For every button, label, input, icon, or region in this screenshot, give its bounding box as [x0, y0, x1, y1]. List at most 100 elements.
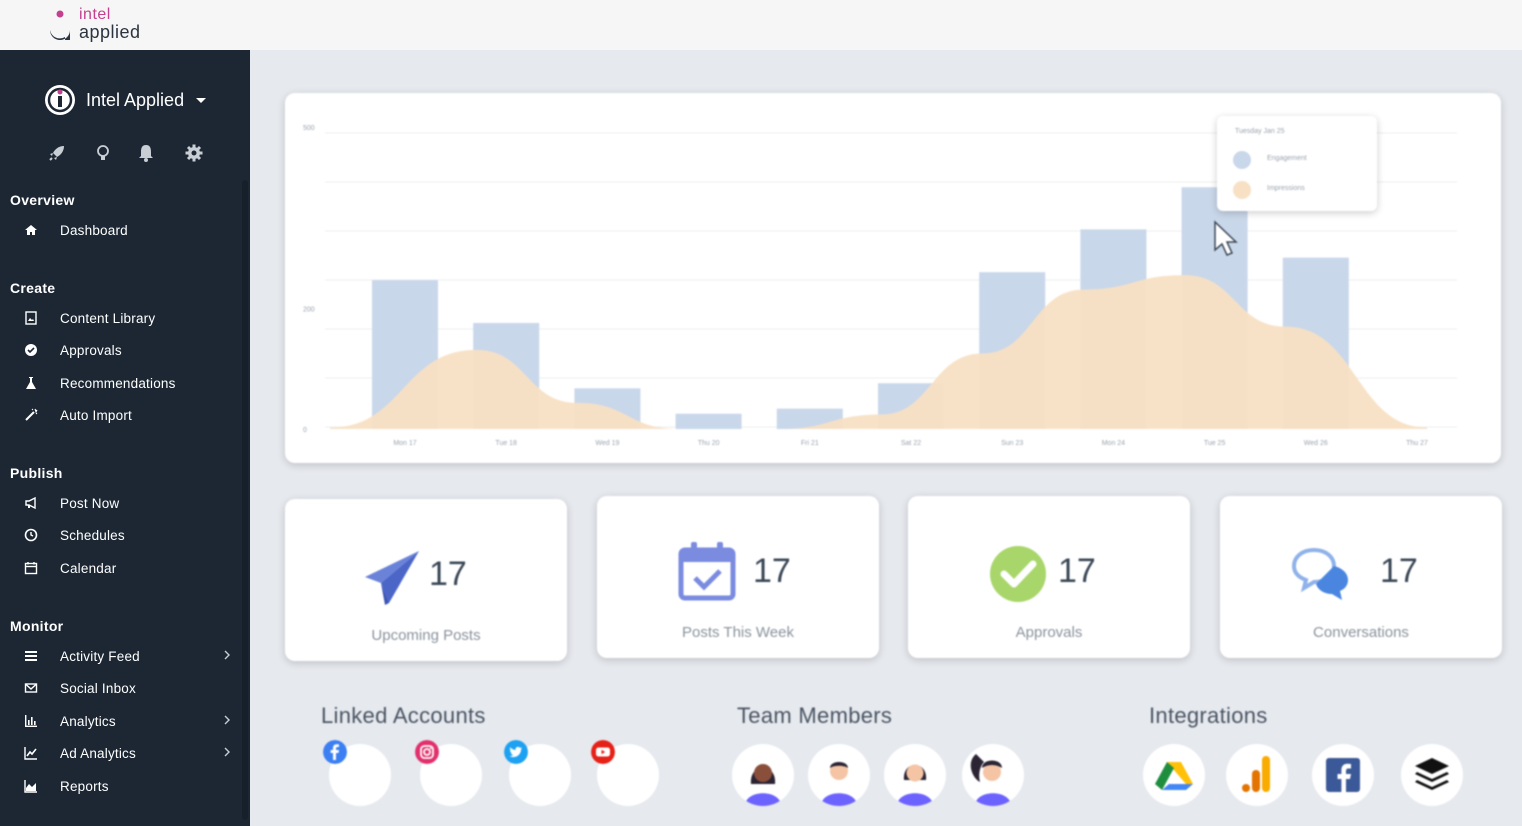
bar-engagement	[675, 413, 742, 429]
google-drive-icon	[1155, 762, 1193, 790]
x-tick-label: Thu 27	[1406, 440, 1428, 447]
x-tick-label: Sun 23	[1001, 440, 1023, 447]
sidebar-item-label: Activity Feed	[60, 649, 140, 664]
avatar-woman-ponytail-icon	[970, 754, 1011, 806]
avatar-woman-icon	[897, 764, 933, 806]
sidebar-item-reports[interactable]: Reports	[0, 773, 242, 799]
sidebar-item-label: Approvals	[60, 343, 122, 358]
sidebar-item-label: Recommendations	[60, 376, 176, 391]
x-tick-label: Wed 26	[1304, 440, 1328, 447]
impressions-legend-dot	[1233, 181, 1251, 199]
integration-google-analytics[interactable]	[1226, 744, 1288, 806]
stat-card-conversations[interactable]: 17 Conversations	[1220, 496, 1502, 658]
stat-label: Posts This Week	[682, 624, 794, 641]
sidebar-item-auto-import[interactable]: Auto Import	[0, 402, 242, 428]
sidebar-item-label: Schedules	[60, 528, 125, 543]
stat-label: Upcoming Posts	[371, 627, 481, 644]
logo-word-applied: applied	[79, 22, 141, 42]
instagram-icon	[415, 740, 439, 764]
sidebar-item-social-inbox[interactable]: Social Inbox	[0, 675, 242, 701]
integrations-heading: Integrations	[1149, 703, 1268, 728]
facebook-icon	[323, 740, 347, 764]
sidebar: Intel Applied Overview Dashboard	[0, 50, 250, 826]
sidebar-item-dashboard[interactable]: Dashboard	[0, 217, 242, 243]
tooltip-label-engagement: Engagement	[1267, 155, 1307, 162]
team-member-avatar[interactable]	[962, 744, 1024, 806]
bell-icon[interactable]	[136, 143, 156, 163]
y-tick-label: 0	[303, 427, 307, 434]
section-title-publish: Publish	[10, 465, 63, 481]
sidebar-item-analytics[interactable]: Analytics	[0, 708, 242, 734]
home-icon	[25, 225, 37, 235]
bar-chart-icon	[25, 715, 37, 727]
envelope-icon	[24, 683, 38, 693]
x-tick-label: Mon 17	[393, 440, 416, 447]
sidebar-item-calendar[interactable]: Calendar	[0, 555, 242, 581]
app-logo[interactable]: intel applied	[46, 6, 156, 46]
sidebar-item-label: Content Library	[60, 311, 156, 326]
sidebar-item-content-library[interactable]: Content Library	[0, 305, 242, 331]
team-member-avatar[interactable]	[732, 744, 794, 806]
line-chart-icon	[24, 747, 37, 760]
magic-wand-icon	[25, 408, 38, 421]
sidebar-item-label: Auto Import	[60, 408, 132, 423]
buffer-icon	[1415, 758, 1449, 790]
section-title-create: Create	[10, 280, 56, 296]
lightbulb-icon[interactable]	[93, 143, 113, 163]
x-tick-label: Tue 18	[495, 440, 517, 447]
check-badge-icon	[990, 546, 1046, 602]
x-tick-label: Sat 22	[901, 440, 921, 447]
y-tick-label: 200	[303, 306, 315, 313]
rocket-icon[interactable]	[47, 143, 67, 163]
sidebar-item-activity-feed[interactable]: Activity Feed	[0, 643, 242, 669]
stat-label: Approvals	[1015, 624, 1083, 641]
sidebar-item-post-now[interactable]: Post Now	[0, 490, 242, 516]
stat-label: Conversations	[1313, 624, 1409, 641]
team-member-avatar[interactable]	[884, 744, 946, 806]
sidebar-item-recommendations[interactable]: Recommendations	[0, 370, 242, 396]
clock-icon	[24, 528, 38, 542]
youtube-icon	[591, 740, 615, 764]
sidebar-item-label: Social Inbox	[60, 681, 136, 696]
image-file-icon	[25, 311, 37, 325]
intel-applied-logo-icon	[50, 10, 70, 40]
stat-value: 17	[429, 555, 467, 593]
area-chart-icon	[24, 780, 37, 793]
team-members-heading: Team Members	[737, 703, 893, 728]
x-tick-label: Thu 20	[698, 440, 720, 447]
area-impressions	[330, 275, 1427, 429]
chat-bubbles-icon	[1291, 547, 1348, 600]
tooltip-label-impressions: Impressions	[1267, 185, 1305, 192]
integration-google-drive[interactable]	[1143, 744, 1205, 806]
engagement-chart[interactable]: 500 200 0 Mon 17 Tue 18 Wed 19 Thu 20 Fri 21 Sat…	[285, 93, 1501, 463]
integration-facebook[interactable]	[1312, 744, 1374, 806]
x-tick-label: Wed 19	[595, 440, 619, 447]
chevron-right-icon	[224, 747, 230, 757]
logo-word-intel: intel	[79, 6, 111, 23]
chevron-right-icon	[224, 715, 230, 725]
top-bar: intel applied	[0, 0, 1522, 50]
check-circle-icon	[25, 344, 37, 356]
chevron-right-icon	[224, 650, 230, 660]
team-member-avatar[interactable]	[808, 744, 870, 806]
sidebar-scrollbar[interactable]	[242, 180, 248, 820]
x-tick-label: Fri 21	[801, 440, 819, 447]
stat-card-approvals[interactable]: 17 Approvals	[908, 496, 1190, 658]
integration-buffer[interactable]	[1401, 744, 1463, 806]
calendar-icon	[24, 562, 38, 575]
sidebar-item-label: Calendar	[60, 561, 117, 576]
tooltip-title: Tuesday Jan 25	[1235, 128, 1285, 135]
stat-card-upcoming-posts[interactable]: 17 Upcoming Posts	[285, 499, 567, 661]
gear-icon[interactable]	[184, 143, 204, 163]
chart-tooltip: Tuesday Jan 25 Engagement Impressions	[1217, 116, 1377, 211]
workspace-switcher[interactable]: Intel Applied	[44, 84, 207, 116]
sidebar-item-ad-analytics[interactable]: Ad Analytics	[0, 740, 242, 766]
stat-card-posts-this-week[interactable]: 17 Posts This Week	[597, 496, 879, 658]
stat-value: 17	[753, 552, 791, 590]
sidebar-item-label: Analytics	[60, 714, 116, 729]
x-tick-label: Tue 25	[1204, 440, 1226, 447]
engagement-legend-dot	[1233, 151, 1251, 169]
sidebar-item-schedules[interactable]: Schedules	[0, 522, 242, 548]
sidebar-item-approvals[interactable]: Approvals	[0, 337, 242, 363]
twitter-icon	[504, 740, 528, 764]
